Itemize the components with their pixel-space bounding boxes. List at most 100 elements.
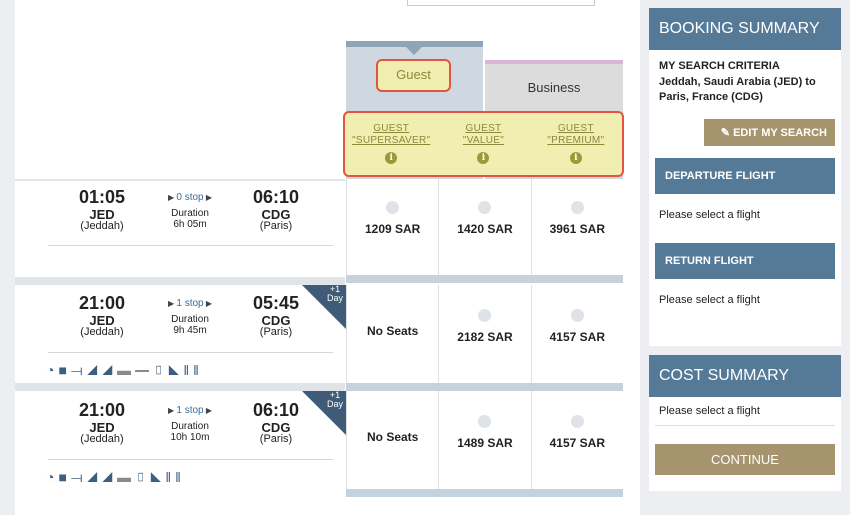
arrival-code: CDG [261,207,291,222]
power-seat-icon: ◢ [86,362,102,378]
arrival-time: 06:10 [252,187,300,207]
info-icon[interactable]: i [385,152,398,164]
top-field [407,0,595,6]
fare-name[interactable]: "SUPERSAVER" [352,135,431,146]
return-flight-heading: RETURN FLIGHT [655,243,835,279]
usb-icon: ⟞ [70,362,87,378]
cost-summary-message: Please select a flight [655,397,835,426]
screen-icon: ■ [58,362,71,378]
continue-button[interactable]: CONTINUE [655,444,835,475]
fare-radio[interactable] [478,201,492,214]
sidebar: BOOKING SUMMARY MY SEARCH CRITERIA Jedda… [649,8,841,491]
departure-city: (Jeddah) [80,220,124,232]
arrival-code: CDG [261,313,291,328]
duration-value: 6h 05m [173,219,207,230]
arrival-time: 05:45 [252,293,300,313]
fare-radio[interactable] [386,201,400,214]
fare-radio[interactable] [478,309,492,322]
fare-option: No Seats [346,391,438,489]
info-icon[interactable]: i [477,152,490,164]
duration-label: Duration [171,314,209,325]
row-separator-left [15,383,345,391]
departure-time: 21:00 [78,400,126,420]
phone-icon: ▯ [134,469,151,485]
fare-label[interactable]: GUEST [465,123,502,134]
departure-code: JED [89,420,115,435]
stops-link[interactable]: ▶ 0 stop ▶ [168,192,212,203]
arrival-city: (Paris) [259,433,293,445]
guest-tab-label[interactable]: Guest [376,59,451,92]
arrival-city: (Paris) [259,326,293,338]
departure-time: 21:00 [78,293,126,313]
search-criteria-text: Jeddah, Saudi Arabia (JED) to Paris, Fra… [659,76,816,103]
power-seat-icon: ◢ [86,469,102,485]
booking-summary-title: BOOKING SUMMARY [649,8,841,50]
pencil-icon: ✎ [720,127,734,139]
tab-business[interactable]: Business [485,60,623,111]
duration-value: 10h 10m [170,432,210,443]
dining-icon: ǁǁ [183,362,203,378]
row-separator [346,275,623,283]
row-separator-left [15,277,345,285]
fare-option[interactable]: 2182 SAR [438,285,530,383]
row-underline [48,245,333,246]
row-divider [15,179,345,181]
fare-option[interactable]: 3961 SAR [530,179,623,275]
flatbed-icon: ━ [134,362,153,378]
stops-link[interactable]: ▶ 1 stop ▶ [168,298,212,309]
lounge-icon: ◣ [150,469,166,485]
fare-name[interactable]: "VALUE" [462,135,505,146]
seat-recline-icon: ▬ [116,362,135,378]
departure-flight-message: Please select a flight [659,209,760,221]
fare-supersaver[interactable]: GUEST "SUPERSAVER" i [345,113,437,175]
fare-radio[interactable] [478,415,492,428]
fare-radio[interactable] [570,309,584,322]
fare-option[interactable]: 1489 SAR [438,391,530,489]
fare-option[interactable]: 4157 SAR [530,285,623,383]
tab-notch [406,47,422,55]
cost-summary-panel: COST SUMMARY Please select a flight CONT… [649,355,841,491]
fare-cells: No Seats 1489 SAR 4157 SAR [346,391,623,489]
row-separator [346,383,623,391]
arrival-time: 06:10 [252,400,300,420]
amenities-bar: ◔■⟞◢◢▬━▯◣ǁǁ [46,362,203,379]
next-day-badge: +1 Day [302,285,346,329]
duration-value: 9h 45m [173,325,207,336]
fare-radio[interactable] [570,201,584,214]
dining-icon: ǁǁ [165,469,185,485]
fare-name[interactable]: "PREMIUM" [547,135,605,146]
wifi-icon: ◔ [46,362,59,378]
fare-value[interactable]: GUEST "VALUE" i [437,113,529,175]
fare-cells: 1209 SAR 1420 SAR 3961 SAR [346,179,623,275]
edit-search-button[interactable]: ✎ EDIT MY SEARCH [704,119,835,146]
fare-label[interactable]: GUEST [557,123,594,134]
departure-city: (Jeddah) [80,433,124,445]
row-underline [48,459,333,460]
cost-summary-title: COST SUMMARY [649,355,841,397]
fare-option[interactable]: 1420 SAR [438,179,530,275]
row-underline [48,352,333,353]
fare-label[interactable]: GUEST [373,123,410,134]
fare-premium[interactable]: GUEST "PREMIUM" i [530,113,622,175]
fare-radio[interactable] [570,415,584,428]
arrival-city: (Paris) [259,220,293,232]
info-icon[interactable]: i [569,152,582,164]
arrival-code: CDG [261,420,291,435]
departure-city: (Jeddah) [80,326,124,338]
lounge-icon: ◣ [168,362,184,378]
stops-link[interactable]: ▶ 1 stop ▶ [168,405,212,416]
phone-icon: ▯ [152,362,169,378]
departure-flight-heading: DEPARTURE FLIGHT [655,158,835,194]
fare-option[interactable]: 4157 SAR [530,391,623,489]
fare-family-header: GUEST "SUPERSAVER" i GUEST "VALUE" i GUE… [343,111,624,177]
fare-option[interactable]: 1209 SAR [346,179,438,275]
departure-code: JED [89,207,115,222]
seat-recline-icon: ▬ [116,469,135,485]
usb-icon: ⟞ [70,469,87,485]
search-criteria-heading: MY SEARCH CRITERIA [659,60,780,72]
return-flight-message: Please select a flight [659,294,760,306]
seat-icon: ◢ [101,362,117,378]
booking-summary-panel: BOOKING SUMMARY MY SEARCH CRITERIA Jedda… [649,8,841,346]
seat-icon: ◢ [101,469,117,485]
row-separator [346,489,623,497]
